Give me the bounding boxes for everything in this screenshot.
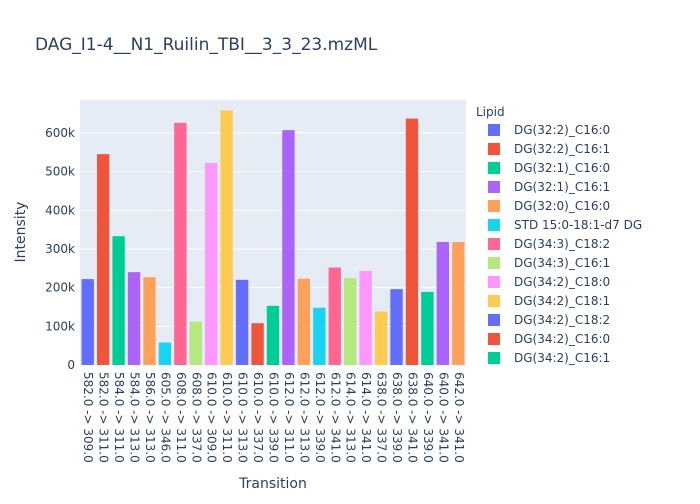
legend-swatch[interactable] — [488, 276, 500, 288]
bar — [266, 305, 280, 365]
legend-item[interactable]: DG(32:0)_C16:0 — [514, 199, 610, 213]
x-tick-label: 582.0 -> 309.0 — [81, 372, 95, 463]
x-tick-label: 612.0 -> 313.0 — [297, 372, 311, 463]
bar — [282, 130, 295, 365]
y-tick-label: 600k — [45, 126, 75, 140]
bar — [235, 279, 249, 365]
bar — [297, 278, 311, 365]
legend-item[interactable]: DG(32:1)_C16:1 — [514, 180, 610, 194]
x-tick-label: 638.0 -> 337.0 — [375, 372, 389, 463]
bar — [374, 311, 388, 365]
bar — [174, 122, 187, 365]
x-tick-label: 605.0 -> 346.0 — [158, 372, 172, 463]
legend-swatch[interactable] — [488, 124, 500, 136]
legend-swatch[interactable] — [488, 162, 500, 174]
bar — [143, 277, 156, 365]
x-tick-label: 640.0 -> 339.0 — [421, 372, 435, 463]
legend-item[interactable]: DG(32:2)_C16:0 — [514, 123, 610, 137]
legend-item[interactable]: DG(34:2)_C16:0 — [514, 332, 610, 346]
legend-swatch[interactable] — [488, 333, 500, 345]
y-tick-label: 200k — [45, 281, 75, 295]
legend-item[interactable]: DG(32:2)_C16:1 — [514, 142, 610, 156]
bar — [313, 307, 326, 365]
bar — [158, 342, 172, 365]
legend-title: Lipid — [476, 105, 505, 119]
y-tick-label: 500k — [45, 165, 75, 179]
legend-item[interactable]: DG(34:2)_C18:2 — [514, 313, 610, 327]
x-tick-label: 610.0 -> 309.0 — [205, 372, 219, 463]
x-tick-label: 610.0 -> 313.0 — [236, 372, 250, 463]
bar — [390, 289, 403, 365]
bar — [220, 110, 233, 366]
x-tick-label: 614.0 -> 313.0 — [344, 372, 358, 463]
bar — [127, 272, 141, 365]
legend-swatch[interactable] — [488, 181, 500, 193]
x-tick-label: 610.0 -> 339.0 — [267, 372, 281, 463]
x-tick-label: 610.0 -> 311.0 — [220, 372, 234, 463]
legend-swatch[interactable] — [488, 200, 500, 212]
legend-swatch[interactable] — [488, 219, 500, 231]
bar — [112, 236, 125, 365]
y-tick-label: 300k — [45, 242, 75, 256]
bars — [81, 110, 465, 366]
x-tick-label: 642.0 -> 341.0 — [452, 372, 466, 463]
legend: DG(32:2)_C16:0 DG(32:2)_C16:1 DG(32:1)_C16… — [488, 123, 642, 365]
y-tick-label: 400k — [45, 203, 75, 217]
bar — [328, 267, 341, 365]
y-tick-label: 0 — [67, 358, 75, 372]
bar — [81, 279, 94, 365]
x-axis-ticks: 582.0 -> 309.0 582.0 -> 311.0 584.0 -> 311… — [81, 372, 466, 463]
bar — [251, 323, 264, 365]
x-tick-label: 638.0 -> 339.0 — [390, 372, 404, 463]
x-axis-label: Transition — [238, 476, 307, 492]
x-tick-label: 612.0 -> 341.0 — [328, 372, 342, 463]
legend-item[interactable]: DG(32:1)_C16:0 — [514, 161, 610, 175]
bar — [205, 163, 218, 365]
legend-swatch[interactable] — [488, 295, 500, 307]
chart-title: DAG_I1-4__N1_Ruilin_TBI__3_3_23.mzML — [35, 35, 378, 55]
legend-item[interactable]: STD 15:0-18:1-d7 DG — [514, 218, 642, 232]
legend-swatch[interactable] — [488, 314, 500, 326]
x-tick-label: 608.0 -> 311.0 — [174, 372, 188, 463]
x-tick-label: 638.0 -> 341.0 — [405, 372, 419, 463]
legend-item[interactable]: DG(34:3)_C16:1 — [514, 256, 610, 270]
bar — [405, 118, 419, 366]
legend-swatch[interactable] — [488, 257, 500, 269]
x-tick-label: 586.0 -> 313.0 — [143, 372, 157, 463]
legend-item[interactable]: DG(34:2)_C18:0 — [514, 275, 610, 289]
bar — [421, 291, 434, 365]
legend-item[interactable]: DG(34:2)_C18:1 — [514, 294, 610, 308]
bar — [436, 241, 450, 365]
y-axis-ticks: 0 100k 200k 300k 400k 500k 600k — [45, 126, 75, 372]
x-tick-label: 614.0 -> 341.0 — [359, 372, 373, 463]
legend-swatch[interactable] — [488, 143, 500, 155]
x-tick-label: 584.0 -> 313.0 — [128, 372, 142, 463]
x-tick-label: 612.0 -> 311.0 — [282, 372, 296, 463]
bar — [96, 154, 110, 365]
x-tick-label: 612.0 -> 339.0 — [313, 372, 327, 463]
y-axis-label: Intensity — [13, 202, 29, 263]
x-tick-label: 640.0 -> 341.0 — [436, 372, 450, 463]
bar — [189, 321, 202, 365]
legend-item[interactable]: DG(34:3)_C18:2 — [514, 237, 610, 251]
legend-swatch[interactable] — [488, 238, 500, 250]
legend-item[interactable]: DG(34:2)_C16:1 — [514, 351, 610, 365]
y-tick-label: 100k — [45, 319, 75, 333]
x-tick-label: 584.0 -> 311.0 — [112, 372, 126, 463]
x-tick-label: 610.0 -> 337.0 — [251, 372, 265, 463]
bar — [452, 241, 465, 365]
legend-swatch[interactable] — [488, 352, 500, 364]
bar — [344, 277, 357, 365]
bar — [359, 270, 372, 365]
x-tick-label: 582.0 -> 311.0 — [97, 372, 111, 463]
x-tick-label: 608.0 -> 337.0 — [189, 372, 203, 463]
